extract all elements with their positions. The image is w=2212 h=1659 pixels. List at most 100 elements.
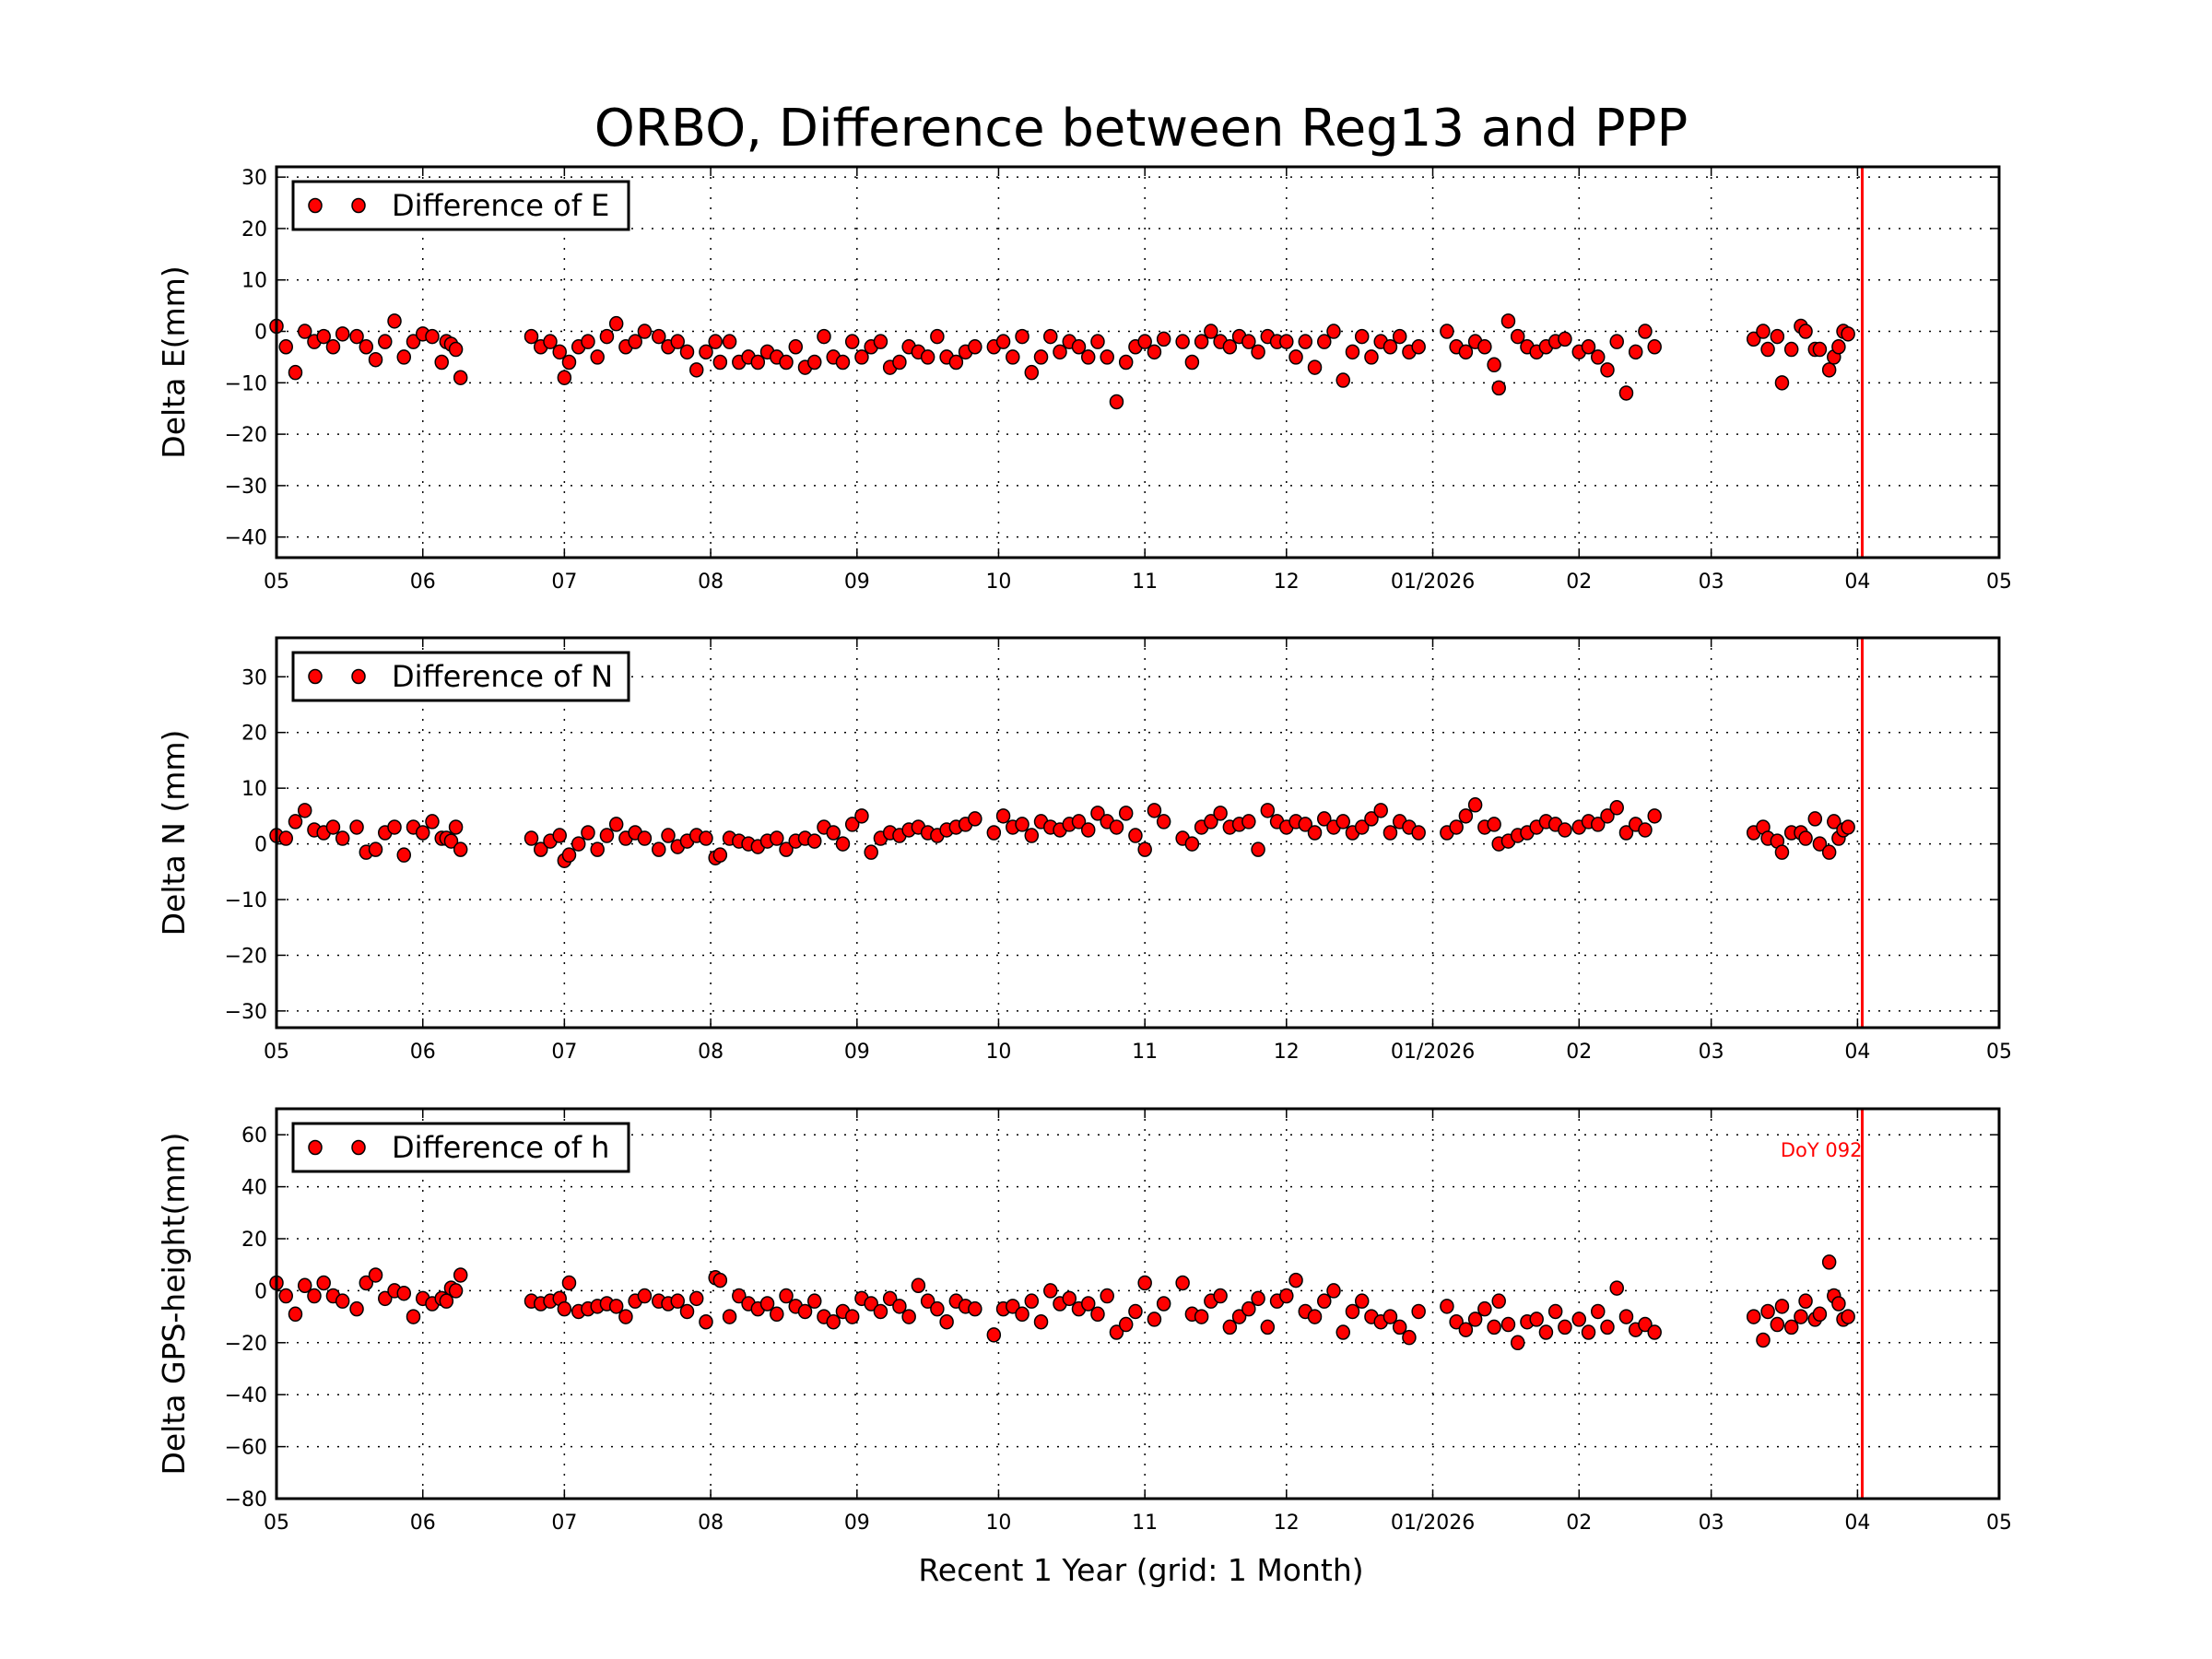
data-point: [637, 1288, 653, 1304]
data-point: [826, 825, 841, 841]
chart-title: ORBO, Difference between Reg13 and PPP: [594, 99, 1688, 159]
data-point: [288, 1306, 303, 1323]
y-tick-label: 60: [241, 1124, 267, 1147]
data-point: [1317, 334, 1332, 349]
data-point: [1581, 339, 1596, 355]
data-point: [1109, 394, 1124, 410]
data-point: [1184, 354, 1200, 371]
data-point: [637, 324, 653, 339]
data-point: [806, 1293, 822, 1309]
data-point: [882, 1290, 898, 1307]
data-point: [1487, 817, 1501, 832]
x-tick-label: 11: [1132, 571, 1158, 594]
x-tick-label: 05: [1986, 1512, 2012, 1535]
data-point: [708, 334, 723, 349]
data-point: [1382, 1309, 1398, 1324]
data-point: [1477, 339, 1492, 355]
data-point: [1638, 1316, 1653, 1333]
x-tick-label: 08: [698, 1041, 724, 1064]
data-point: [1440, 1299, 1454, 1314]
data-point: [1798, 324, 1813, 339]
data-point: [806, 354, 822, 371]
data-point: [608, 817, 624, 832]
legend: Difference of E: [291, 180, 630, 231]
data-point: [443, 833, 459, 849]
data-point: [1827, 814, 1841, 830]
data-point: [920, 1293, 935, 1309]
data-point: [1241, 334, 1256, 349]
plot-frame: [275, 636, 2001, 1030]
data-point: [1354, 819, 1370, 835]
data-point: [1222, 339, 1238, 355]
data-point: [1638, 822, 1653, 838]
data-point: [1591, 817, 1606, 832]
data-point: [854, 808, 869, 824]
data-point: [1812, 836, 1828, 852]
data-point: [1080, 822, 1096, 838]
data-point: [1260, 1319, 1276, 1335]
data-point: [561, 1275, 577, 1291]
data-point: [911, 1277, 926, 1294]
data-point: [1222, 1319, 1238, 1335]
data-point: [1279, 1288, 1294, 1304]
y-tick-label: −20: [225, 424, 267, 447]
data-point: [1831, 339, 1846, 355]
data-point: [948, 354, 964, 371]
data-point: [524, 830, 539, 846]
data-point: [797, 1303, 813, 1320]
data-point: [1231, 1309, 1247, 1324]
data-point: [1529, 1312, 1544, 1327]
data-point: [599, 828, 615, 843]
data-point: [1156, 331, 1171, 347]
data-point: [1411, 1303, 1426, 1320]
data-point: [1109, 819, 1124, 835]
y-tick-label: −10: [225, 889, 267, 912]
data-point: [1487, 357, 1501, 373]
data-point: [1841, 1309, 1855, 1324]
x-tick-label: 12: [1274, 1512, 1300, 1535]
x-tick-label: 07: [551, 1512, 577, 1535]
data-point: [1288, 349, 1303, 365]
data-point: [1783, 341, 1799, 358]
data-point: [1812, 1306, 1828, 1323]
data-point: [930, 328, 945, 345]
data-point: [1156, 814, 1171, 830]
data-point: [1345, 1303, 1360, 1320]
y-tick-label: −80: [225, 1488, 267, 1512]
data-point: [1279, 334, 1294, 349]
data-point: [1571, 1312, 1587, 1327]
legend-box: [291, 180, 630, 231]
data-point: [599, 328, 615, 345]
data-point: [1137, 334, 1152, 349]
y-tick-label: −40: [225, 527, 267, 550]
data-point: [628, 334, 642, 349]
data-point: [1760, 341, 1775, 358]
x-tick-label: 07: [551, 1041, 577, 1064]
data-point: [1137, 1275, 1152, 1291]
legend-marker: [351, 197, 366, 214]
data-point: [652, 328, 666, 345]
data-point: [453, 841, 468, 857]
data-point: [1794, 1309, 1808, 1324]
data-point: [1783, 1319, 1799, 1335]
data-point: [1024, 828, 1040, 843]
data-point: [1288, 1272, 1303, 1288]
data-point: [864, 844, 878, 860]
y-tick-label: 0: [254, 322, 267, 345]
data-point: [1354, 328, 1370, 345]
data-point: [1364, 349, 1379, 365]
data-point: [590, 841, 605, 857]
data-point: [1449, 1313, 1464, 1330]
data-point: [1609, 334, 1624, 349]
data-point: [396, 847, 412, 863]
data-point: [1647, 808, 1662, 824]
data-point: [1033, 349, 1049, 365]
y-tick-label: −30: [225, 1001, 267, 1024]
x-tick-label: 08: [698, 1512, 724, 1535]
data-point: [1774, 375, 1790, 391]
data-point: [1647, 339, 1662, 355]
data-point: [1491, 1293, 1506, 1309]
y-tick-label: 10: [241, 778, 267, 801]
y-tick-label: −30: [225, 476, 267, 499]
data-point: [297, 803, 312, 818]
